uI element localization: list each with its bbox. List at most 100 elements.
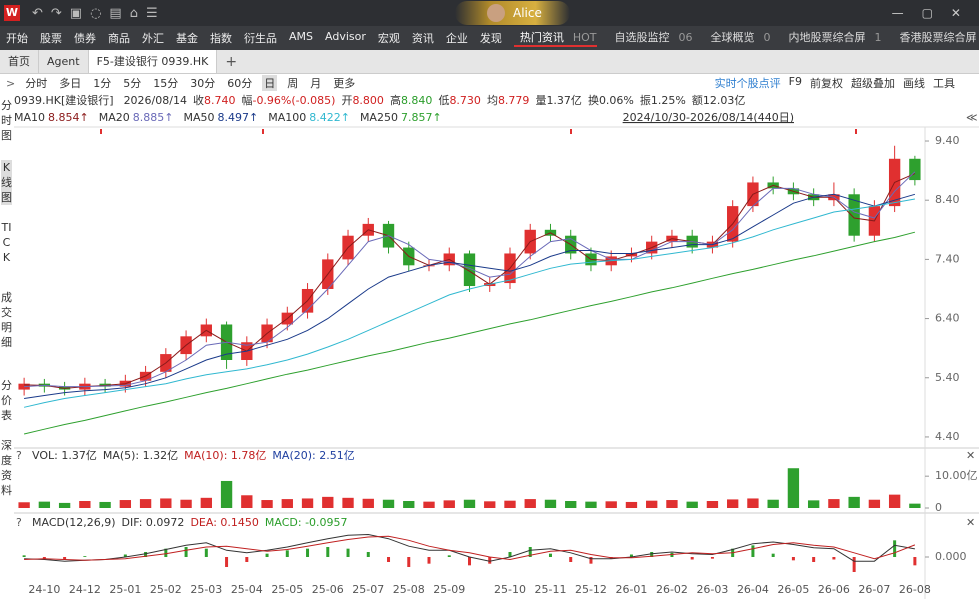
quote-value: 1.37亿 [546, 94, 582, 107]
side-tab[interactable]: 分价表 [1, 379, 12, 422]
period[interactable]: 月 [310, 77, 322, 90]
x-tick-label: 25-10 [494, 583, 526, 596]
menu-item[interactable]: 企业 [445, 32, 468, 45]
ma-line [24, 193, 916, 399]
menu-item[interactable]: 外汇 [142, 32, 164, 45]
hot-tab[interactable]: 自选股监控 06 [609, 29, 693, 47]
period[interactable]: 多日 [59, 77, 82, 90]
side-tab[interactable]: K线图 [1, 160, 12, 205]
volume-bar [706, 501, 719, 508]
date-range[interactable]: 2024/10/30-2026/08/14(440日) [623, 111, 794, 124]
hot-tab[interactable]: 香港股票综合屏2 [894, 29, 979, 47]
menu-item[interactable]: AMS [289, 30, 313, 43]
side-tab[interactable]: TICK [1, 221, 12, 264]
window-controls[interactable]: —▢✕ [891, 6, 979, 20]
period[interactable]: 更多 [333, 77, 356, 90]
event-flag[interactable] [855, 129, 857, 134]
hot-tab-badge: 0 [763, 31, 771, 44]
tool[interactable]: 工具 [933, 77, 955, 90]
y-tick-label: 6.40 [935, 312, 960, 325]
volume-bar [585, 501, 597, 508]
period[interactable]: 60分 [227, 77, 253, 90]
volume-bar [160, 498, 172, 508]
side-tab[interactable]: 深度资料 [1, 439, 12, 497]
menu-item[interactable]: 资讯 [411, 32, 434, 45]
tool[interactable]: F9 [788, 75, 802, 88]
add-tab[interactable]: + [225, 53, 238, 70]
menu-item[interactable]: Advisor [325, 30, 366, 43]
user-badge[interactable]: Alice [455, 1, 570, 25]
legend-name: MA10 [14, 111, 45, 124]
quote-value: 8.740 [204, 94, 236, 107]
quote-value: 0.06% [599, 94, 634, 107]
menu-item[interactable]: 指数 [210, 32, 232, 45]
event-flag[interactable] [262, 129, 264, 134]
x-tick-label: 26-01 [615, 583, 647, 596]
hot-tab-name: 香港股票综合屏 [899, 31, 977, 44]
chart: ? ? ✕ ✕ ≪ 2024/10/30-2026/08/14(440日) 09… [14, 93, 979, 599]
menu-item[interactable]: 衍生品 [244, 32, 277, 45]
menu-item[interactable]: 商品 [108, 32, 130, 45]
tool[interactable]: 前复权 [810, 77, 843, 90]
menu-item[interactable]: 发现 [479, 32, 502, 45]
collapse-icon[interactable]: ≪ [966, 111, 978, 124]
close-icon[interactable]: ✕ [966, 449, 975, 462]
hot-tabs: 热门资讯 HOT 自选股监控 06 全球概览 0 内地股票综合屏 1 香港股票综合屏2 [508, 29, 979, 47]
app-icon[interactable]: W [4, 5, 20, 21]
volume-bar [666, 500, 678, 508]
side-tab[interactable]: 成交明细 [1, 291, 12, 349]
volume-bar [747, 498, 759, 508]
menu-item[interactable]: 开始 [6, 32, 28, 45]
ma-line [23, 198, 915, 408]
hot-tab[interactable]: 热门资讯 HOT [513, 29, 597, 47]
period[interactable]: 周 [287, 77, 299, 90]
tool[interactable]: 超级叠加 [851, 77, 895, 90]
volume-bar [544, 499, 557, 508]
volume-bar [423, 501, 435, 508]
x-tick-label: 25-09 [433, 583, 465, 596]
volume-bar [828, 499, 840, 508]
period[interactable]: 5分 [123, 77, 142, 90]
quote-value: -0.96%(-0.085) [252, 94, 335, 107]
hot-tab[interactable]: 内地股票综合屏 1 [783, 29, 882, 47]
menu-item[interactable]: 股票 [40, 32, 62, 45]
menu-items: 开始 股票 债券 商品 外汇 基金 指数 衍生品 AMS Advisor 宏观 资讯 企业 发现 [0, 30, 508, 46]
period[interactable]: 15分 [153, 77, 179, 90]
period[interactable]: 日 [262, 75, 278, 91]
tab[interactable]: F5-建设银行 0939.HK [88, 50, 218, 73]
period[interactable]: 30分 [190, 77, 216, 90]
menu-item[interactable]: 宏观 [377, 32, 400, 45]
volume-bar [281, 499, 293, 508]
volume-bar [787, 468, 800, 508]
tab[interactable]: 首页 [0, 50, 39, 73]
help-icon[interactable]: ? [16, 449, 22, 462]
legend-item: VOL: 1.37亿 [32, 449, 97, 462]
event-flag[interactable] [100, 129, 102, 134]
legend-value: 8.885↑ [133, 111, 174, 124]
legend-value: 7.857↑ [401, 111, 442, 124]
volume-bar [807, 500, 820, 508]
menu-item[interactable]: 基金 [176, 32, 198, 45]
side-tab[interactable]: 分时图 [1, 99, 12, 142]
hot-tab[interactable]: 全球概览 0 [705, 29, 771, 47]
menu-item[interactable]: 债券 [74, 32, 96, 45]
volume-bar [484, 501, 496, 508]
quote-line: 0939.HK[建设银行] 2026/08/14 收8.740 幅-0.96%(-0.… [14, 93, 745, 107]
event-flag[interactable] [570, 129, 572, 134]
legend-item: MA(5): 1.32亿 [103, 449, 178, 462]
legend-item: MACD: -0.0957 [265, 516, 348, 529]
period[interactable]: 1分 [93, 77, 112, 90]
expand-arrow[interactable]: > [6, 76, 16, 90]
close-icon[interactable]: ✕ [966, 516, 975, 529]
quote-label: 均 [487, 94, 498, 107]
quote-label: 低 [438, 94, 449, 107]
help-icon[interactable]: ? [16, 516, 22, 529]
tool[interactable]: 实时个股点评 [714, 77, 781, 90]
tool[interactable]: 画线 [903, 77, 925, 90]
hot-tab-badge: HOT [572, 31, 597, 44]
period[interactable]: 分时 [25, 77, 48, 90]
tab[interactable]: Agent [39, 50, 89, 73]
toolbar-icons[interactable]: ↶↷▣◌▤⌂☰ [32, 5, 166, 21]
quote-value: 8.730 [449, 94, 481, 107]
volume-bar [443, 500, 455, 508]
